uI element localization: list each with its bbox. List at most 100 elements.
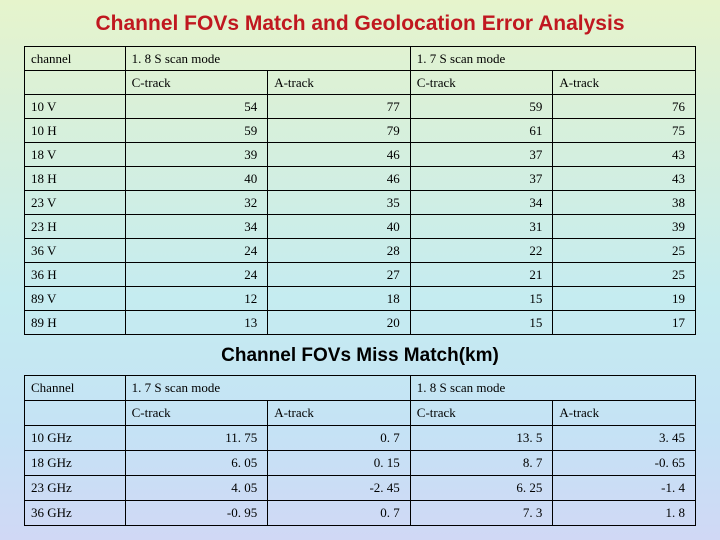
cell-channel: 36 H (25, 263, 126, 287)
cell-value: 40 (125, 167, 268, 191)
col-atrack: A-track (553, 401, 696, 426)
table-row: 18 H40463743 (25, 167, 696, 191)
table-row: 23 V32353438 (25, 191, 696, 215)
table-header-row-1: channel 1. 8 S scan mode 1. 7 S scan mod… (25, 47, 696, 71)
cell-channel: 36 V (25, 239, 126, 263)
cell-value: 22 (410, 239, 553, 263)
cell-value: -1. 4 (553, 476, 696, 501)
cell-value: 0. 15 (268, 451, 411, 476)
cell-value: 38 (553, 191, 696, 215)
table-row: 10 V54775976 (25, 95, 696, 119)
table-header-row-1: Channel 1. 7 S scan mode 1. 8 S scan mod… (25, 376, 696, 401)
cell-value: 25 (553, 263, 696, 287)
cell-value: 0. 7 (268, 426, 411, 451)
col-channel: Channel (25, 376, 126, 401)
col-ctrack: C-track (125, 401, 268, 426)
cell-value: 43 (553, 143, 696, 167)
cell-value: 40 (268, 215, 411, 239)
cell-value: 11. 75 (125, 426, 268, 451)
cell-value: 15 (410, 311, 553, 335)
col-mode-17s: 1. 7 S scan mode (410, 47, 695, 71)
cell-value: 76 (553, 95, 696, 119)
col-mode-18s: 1. 8 S scan mode (410, 376, 695, 401)
cell-channel: 18 GHz (25, 451, 126, 476)
cell-value: -2. 45 (268, 476, 411, 501)
cell-value: 37 (410, 143, 553, 167)
col-atrack: A-track (268, 71, 411, 95)
cell-channel: 23 V (25, 191, 126, 215)
cell-value: 75 (553, 119, 696, 143)
fov-match-table: channel 1. 8 S scan mode 1. 7 S scan mod… (24, 46, 696, 335)
cell-value: 13 (125, 311, 268, 335)
cell-value: 34 (410, 191, 553, 215)
cell-value: 3. 45 (553, 426, 696, 451)
cell-value: 39 (125, 143, 268, 167)
cell-value: 31 (410, 215, 553, 239)
col-ctrack: C-track (125, 71, 268, 95)
col-mode-17s: 1. 7 S scan mode (125, 376, 410, 401)
cell-value: 6. 05 (125, 451, 268, 476)
cell-channel: 23 H (25, 215, 126, 239)
cell-channel: 10 V (25, 95, 126, 119)
table-row: 23 H34403139 (25, 215, 696, 239)
table-row: 23 GHz4. 05-2. 456. 25-1. 4 (25, 476, 696, 501)
cell-value: 0. 7 (268, 501, 411, 526)
cell-value: 17 (553, 311, 696, 335)
cell-value: 61 (410, 119, 553, 143)
cell-value: 35 (268, 191, 411, 215)
cell-value: 4. 05 (125, 476, 268, 501)
table-row: 18 GHz6. 050. 158. 7-0. 65 (25, 451, 696, 476)
cell-channel: 18 H (25, 167, 126, 191)
table-row: 36 H24272125 (25, 263, 696, 287)
cell-value: 32 (125, 191, 268, 215)
table-row: 89 V12181519 (25, 287, 696, 311)
cell-value: 13. 5 (410, 426, 553, 451)
header-blank (25, 71, 126, 95)
cell-channel: 23 GHz (25, 476, 126, 501)
cell-value: 59 (125, 119, 268, 143)
cell-value: 21 (410, 263, 553, 287)
table-row: 36 V24282225 (25, 239, 696, 263)
cell-value: 20 (268, 311, 411, 335)
cell-value: 24 (125, 239, 268, 263)
cell-channel: 89 H (25, 311, 126, 335)
cell-channel: 36 GHz (25, 501, 126, 526)
cell-value: 6. 25 (410, 476, 553, 501)
cell-value: 24 (125, 263, 268, 287)
cell-value: 28 (268, 239, 411, 263)
cell-value: 79 (268, 119, 411, 143)
cell-value: 77 (268, 95, 411, 119)
cell-channel: 10 GHz (25, 426, 126, 451)
page-title: Channel FOVs Match and Geolocation Error… (24, 12, 696, 36)
cell-channel: 18 V (25, 143, 126, 167)
cell-value: 37 (410, 167, 553, 191)
table-row: 36 GHz-0. 950. 77. 31. 8 (25, 501, 696, 526)
cell-value: 15 (410, 287, 553, 311)
cell-channel: 89 V (25, 287, 126, 311)
table-row: 18 V39463743 (25, 143, 696, 167)
subtitle: Channel FOVs Miss Match(km) (24, 345, 696, 367)
cell-value: 1. 8 (553, 501, 696, 526)
cell-value: 39 (553, 215, 696, 239)
cell-value: 25 (553, 239, 696, 263)
cell-value: -0. 65 (553, 451, 696, 476)
cell-value: 12 (125, 287, 268, 311)
cell-value: 34 (125, 215, 268, 239)
cell-value: 27 (268, 263, 411, 287)
col-atrack: A-track (553, 71, 696, 95)
cell-channel: 10 H (25, 119, 126, 143)
table-row: 89 H13201517 (25, 311, 696, 335)
cell-value: 19 (553, 287, 696, 311)
cell-value: 54 (125, 95, 268, 119)
cell-value: 7. 3 (410, 501, 553, 526)
cell-value: 46 (268, 143, 411, 167)
fov-miss-match-table: Channel 1. 7 S scan mode 1. 8 S scan mod… (24, 375, 696, 526)
header-blank (25, 401, 126, 426)
table-header-row-2: C-track A-track C-track A-track (25, 71, 696, 95)
col-channel: channel (25, 47, 126, 71)
cell-value: 18 (268, 287, 411, 311)
table-row: 10 H59796175 (25, 119, 696, 143)
cell-value: 46 (268, 167, 411, 191)
col-atrack: A-track (268, 401, 411, 426)
col-mode-18s: 1. 8 S scan mode (125, 47, 410, 71)
